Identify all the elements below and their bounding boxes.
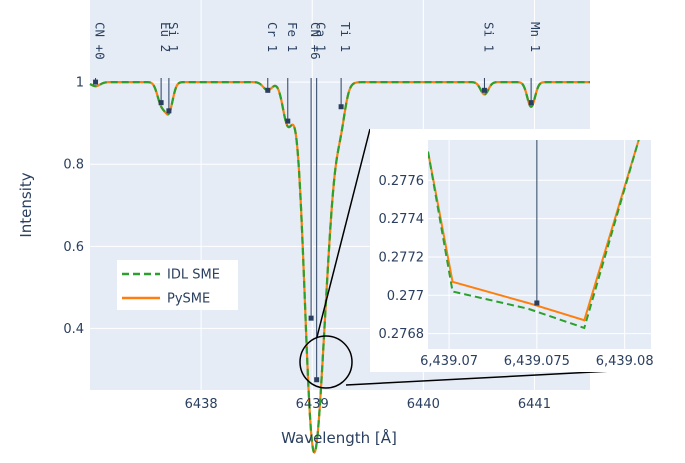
line-label-ca-1: Ca 1 xyxy=(314,22,329,52)
line-label-eu-2: Eu 2 xyxy=(158,22,173,52)
main-x-axis: 6438 6439 6440 6441 xyxy=(185,397,551,412)
line-label-si-1: Si 1 xyxy=(481,22,496,52)
x-tick-label: 6438 xyxy=(185,397,218,412)
inset-idl-sme-line xyxy=(428,140,640,330)
line-marker-point xyxy=(481,87,487,93)
idl-sme-spectrum-line xyxy=(89,81,590,454)
inset-pysme-line xyxy=(428,140,640,322)
y-tick-label: 0.6 xyxy=(63,240,84,255)
line-label-mn-1: Mn 1 xyxy=(528,22,543,52)
line-label-cr-1: Cr 1 xyxy=(265,22,280,52)
line-label-cn-0: CN +0 xyxy=(93,22,108,60)
inset-y-tick-label: 0.2768 xyxy=(379,327,425,342)
inset-y-tick-label: 0.277 xyxy=(387,289,424,304)
inset-y-tick-label: 0.2774 xyxy=(379,212,425,227)
zoom-circle xyxy=(299,335,353,389)
inset-x-tick-label: 6,439.075 xyxy=(504,354,570,369)
line-label-si-1: Si 1 xyxy=(166,22,181,52)
line-marker-point xyxy=(528,100,534,106)
legend-label-idl-sme: IDL SME xyxy=(167,268,220,283)
inset-x-tick-label: 6,439.08 xyxy=(596,354,654,369)
inset-y-tick-label: 0.2776 xyxy=(379,174,425,189)
main-y-axis: 0.4 0.6 0.8 1 xyxy=(63,76,84,337)
inset-marker-point xyxy=(534,300,540,306)
x-tick-label: 6441 xyxy=(518,397,551,412)
line-marker-point xyxy=(166,108,172,114)
line-label-ti-1: Ti 1 xyxy=(338,22,353,52)
line-label-fe-1: Fe 1 xyxy=(285,22,300,52)
line-marker-point xyxy=(265,87,271,93)
line-marker-point xyxy=(285,118,291,124)
line-marker-point xyxy=(314,377,320,383)
inset-background xyxy=(428,140,651,349)
x-axis-title: Wavelength [Å] xyxy=(281,428,397,447)
legend-label-pysme: PySME xyxy=(167,292,210,307)
line-marker-point xyxy=(338,104,344,110)
zoom-connector-line-top xyxy=(316,128,371,338)
legend-box xyxy=(117,260,238,310)
line-label-cn-6: CN +6 xyxy=(308,22,323,60)
inset-y-tick-label: 0.2772 xyxy=(379,250,425,265)
inset-series-group xyxy=(428,140,640,330)
inset-plot: 6,439.07 6,439.075 6,439.08 0.2768 0.277 0.27… xyxy=(370,129,670,372)
y-tick-label: 1 xyxy=(76,76,84,91)
legend: IDL SME PySME xyxy=(117,260,238,310)
line-marker-point xyxy=(308,315,314,321)
y-axis-title: Intensity xyxy=(17,172,35,237)
y-tick-label: 0.8 xyxy=(63,158,84,173)
line-marker-point xyxy=(158,100,164,106)
y-tick-label: 0.4 xyxy=(63,322,84,337)
x-tick-label: 6440 xyxy=(407,397,440,412)
line-marker-point xyxy=(93,79,99,85)
inset-x-tick-label: 6,439.07 xyxy=(420,354,478,369)
x-tick-label: 6439 xyxy=(296,397,329,412)
